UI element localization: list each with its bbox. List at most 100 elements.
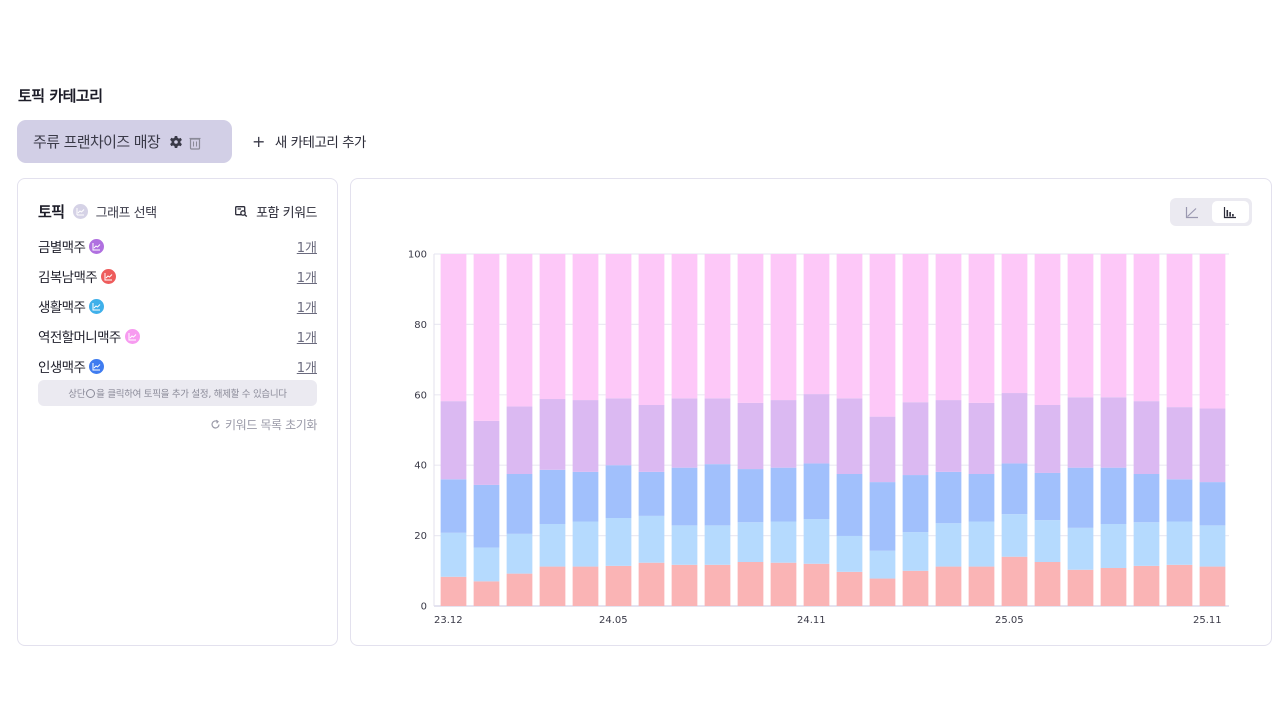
- bar-segment: [572, 400, 599, 472]
- bar-segment: [1166, 521, 1193, 565]
- topic-keyword-count[interactable]: 1개: [296, 360, 317, 376]
- topic-panel-title: 토픽: [38, 202, 65, 221]
- y-tick-label: 60: [414, 390, 427, 401]
- bar-segment: [506, 573, 533, 606]
- bar-segment: [1034, 562, 1061, 606]
- bar-segment: [473, 547, 500, 582]
- topic-name: 금별맥주: [38, 240, 86, 256]
- bar-segment: [803, 519, 830, 564]
- bar-segment: [1001, 254, 1028, 394]
- topic-row: 금별맥주 1개: [38, 231, 317, 261]
- y-tick-label: 20: [414, 531, 427, 542]
- bar-segment: [605, 518, 632, 566]
- y-tick-label: 100: [408, 250, 427, 261]
- topic-graph-icon[interactable]: [89, 358, 105, 374]
- bar-segment: [605, 254, 632, 399]
- bar-segment: [803, 254, 830, 395]
- bar-segment: [1001, 463, 1028, 515]
- y-tick-label: 0: [421, 602, 427, 613]
- bar-segment: [869, 578, 896, 606]
- circle-icon: [86, 388, 96, 398]
- bar-segment: [935, 254, 962, 401]
- gear-icon[interactable]: [168, 134, 184, 150]
- hint-box: 상단 을 클릭하여 토픽을 추가 설정, 해제할 수 있습니다: [38, 380, 317, 406]
- bar-segment: [1166, 564, 1193, 606]
- bar-segment: [473, 484, 500, 548]
- bar-segment: [473, 254, 500, 421]
- bar-segment: [1166, 479, 1193, 522]
- topic-graph-icon[interactable]: [101, 268, 117, 284]
- bar-segment: [770, 467, 797, 522]
- hint-text-end: 을 클릭하여 토픽을 추가 설정, 해제할 수 있습니다: [96, 389, 287, 400]
- bar-segment: [440, 401, 467, 480]
- bar-segment: [605, 565, 632, 606]
- trash-icon[interactable]: [188, 135, 202, 150]
- bar-segment: [737, 469, 764, 523]
- bar-segment: [968, 402, 995, 474]
- bar-segment: [902, 475, 929, 533]
- topic-name: 김복남맥주: [38, 270, 98, 286]
- x-tick-label: 24.11: [797, 615, 826, 626]
- topic-graph-icon[interactable]: [124, 328, 140, 344]
- topic-keyword-count[interactable]: 1개: [296, 300, 317, 316]
- bar-segment: [506, 474, 533, 534]
- included-keywords-header: 포함 키워드: [235, 202, 317, 221]
- bar-segment: [1199, 254, 1226, 409]
- topic-row: 김복남맥주 1개: [38, 261, 317, 291]
- reset-keywords-button[interactable]: 키워드 목록 초기화: [210, 416, 317, 433]
- plus-icon: +: [252, 131, 265, 151]
- topic-keyword-count[interactable]: 1개: [296, 270, 317, 286]
- bar-segment: [1133, 401, 1160, 474]
- bar-segment: [1199, 525, 1226, 567]
- bar-segment: [836, 535, 863, 572]
- topic-keyword-count[interactable]: 1개: [296, 330, 317, 346]
- y-tick-label: 80: [414, 320, 427, 331]
- bar-segment: [803, 563, 830, 606]
- bar-segment: [572, 471, 599, 522]
- bar-segment: [539, 523, 566, 567]
- bar-segment: [671, 525, 698, 565]
- topic-graph-icon[interactable]: [89, 238, 105, 254]
- bar-segment: [770, 400, 797, 468]
- bar-segment: [473, 581, 500, 606]
- bar-segment: [737, 522, 764, 562]
- category-chip[interactable]: 주류 프랜차이즈 매장: [17, 120, 232, 163]
- add-category-button[interactable]: + 새 카테고리 추가: [252, 131, 367, 152]
- bar-segment: [1133, 522, 1160, 566]
- bar-segment: [671, 467, 698, 526]
- line-chart-icon: [1185, 206, 1198, 218]
- bar-segment: [770, 254, 797, 401]
- bar-segment: [737, 254, 764, 403]
- bar-segment: [638, 254, 665, 406]
- bar-segment: [869, 416, 896, 483]
- topic-panel-header: 토픽 그래프 선택 포함 키워드: [38, 201, 317, 221]
- topic-keyword-count[interactable]: 1개: [296, 240, 317, 256]
- bar-segment: [539, 566, 566, 606]
- y-tick-label: 40: [414, 461, 427, 472]
- add-category-label: 새 카테고리 추가: [274, 135, 367, 151]
- bar-segment: [572, 521, 599, 567]
- bar-segment: [1166, 254, 1193, 408]
- bar-segment: [902, 570, 929, 606]
- bar-segment: [1001, 556, 1028, 606]
- topic-graph-icon[interactable]: [89, 298, 105, 314]
- line-chart-toggle[interactable]: [1173, 201, 1211, 223]
- bar-segment: [1100, 397, 1127, 468]
- bar-segment: [671, 564, 698, 606]
- bar-segment: [1034, 254, 1061, 406]
- topic-row: 생활맥주 1개: [38, 291, 317, 321]
- section-title: 토픽 카테고리: [18, 87, 103, 105]
- bar-segment: [902, 532, 929, 571]
- bar-segment: [704, 564, 731, 606]
- bar-segment: [935, 400, 962, 472]
- bar-segment: [869, 482, 896, 551]
- bar-segment: [737, 562, 764, 606]
- bar-segment: [638, 471, 665, 516]
- bar-segment: [902, 402, 929, 476]
- bar-segment: [1133, 474, 1160, 523]
- bar-chart-toggle[interactable]: [1211, 201, 1249, 223]
- x-tick-label: 25.05: [995, 615, 1024, 626]
- graph-select-icon[interactable]: [72, 203, 88, 219]
- bar-segment: [506, 533, 533, 574]
